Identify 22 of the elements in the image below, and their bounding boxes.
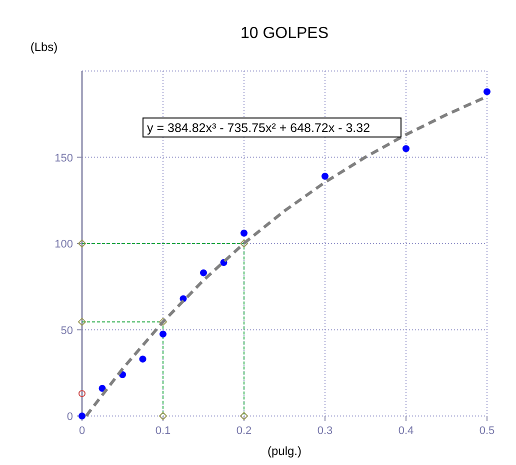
point <box>322 172 328 180</box>
point <box>402 145 410 152</box>
x-axis-title: (pulg.) <box>267 444 302 458</box>
point <box>78 390 86 398</box>
point <box>200 269 207 276</box>
chart-title: 10 GOLPES <box>240 25 329 42</box>
x-tick-label: 0.4 <box>398 425 414 437</box>
point <box>240 230 248 237</box>
y-axis-title: (Lbs) <box>30 40 58 54</box>
x-tick-label: 0.1 <box>155 425 171 437</box>
y-tick-label: 50 <box>60 324 73 337</box>
y-tick-label: 100 <box>54 238 73 250</box>
point <box>139 356 146 363</box>
x-tick-label: 0 <box>78 425 86 437</box>
y-tick-label: 0 <box>66 411 73 423</box>
point <box>160 330 166 338</box>
y-tick-label: 150 <box>54 152 73 164</box>
x-tick-label: 0.3 <box>317 425 333 437</box>
annotation: y = 384.82x³ - 735.75x² + 648.72x - 3.32 <box>147 121 370 135</box>
point <box>484 88 490 96</box>
x-tick-label: 0.5 <box>479 425 495 437</box>
x-tick-label: 0.2 <box>236 425 252 437</box>
